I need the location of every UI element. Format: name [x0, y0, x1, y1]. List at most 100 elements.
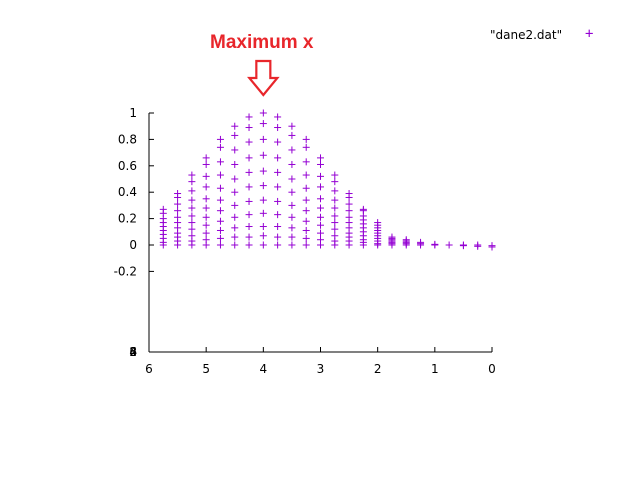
data-point — [245, 183, 253, 191]
data-point — [331, 212, 339, 220]
data-point — [274, 138, 282, 146]
data-point — [302, 171, 310, 179]
data-point — [331, 219, 339, 227]
data-point — [259, 135, 267, 143]
data-point — [317, 213, 324, 221]
data-point — [245, 113, 253, 121]
data-point — [274, 124, 282, 132]
data-point — [202, 160, 210, 168]
data-point — [202, 172, 210, 180]
data-point — [302, 234, 310, 242]
data-point — [216, 171, 224, 179]
data-point — [331, 178, 339, 186]
data-point — [259, 241, 267, 249]
x-tick-label: 0 — [488, 362, 496, 376]
data-point — [216, 226, 224, 234]
data-point — [245, 197, 253, 205]
data-point — [317, 160, 324, 168]
data-point — [317, 183, 324, 191]
data-point — [259, 209, 267, 217]
data-point — [231, 213, 239, 221]
y-tick-label: -0.2 — [114, 264, 137, 278]
data-point — [302, 226, 310, 234]
data-point — [302, 207, 310, 215]
data-point — [331, 187, 339, 195]
data-point — [288, 241, 296, 249]
annotation-title: Maximum x — [210, 32, 314, 53]
data-point — [317, 229, 324, 237]
data-point — [288, 233, 296, 241]
data-point — [202, 154, 210, 162]
data-point — [174, 207, 182, 215]
data-point — [345, 190, 353, 198]
y-tick-label: 0.4 — [118, 185, 137, 199]
data-point — [188, 232, 196, 240]
data-point — [216, 184, 224, 192]
data-point — [288, 175, 296, 183]
y-tick-label: 0 — [129, 238, 137, 252]
data-point — [459, 241, 467, 249]
data-point — [317, 154, 324, 162]
data-point — [259, 182, 267, 190]
x-tick-label: 2 — [374, 362, 382, 376]
data-point — [388, 233, 396, 241]
data-point — [202, 236, 210, 244]
data-point — [274, 211, 282, 219]
data-point — [359, 205, 367, 213]
data-point — [288, 122, 296, 130]
data-point — [216, 241, 224, 249]
data-point — [259, 232, 267, 240]
data-point — [259, 167, 267, 175]
data-point — [274, 113, 282, 121]
data-point — [231, 188, 239, 196]
data-point — [202, 229, 210, 237]
data-point — [274, 241, 282, 249]
data-point — [188, 204, 196, 212]
data-point — [245, 154, 253, 162]
data-point — [331, 204, 339, 212]
data-point — [259, 109, 267, 117]
data-point — [259, 120, 267, 128]
data-point — [245, 223, 253, 231]
data-point — [188, 225, 196, 233]
data-point — [302, 135, 310, 143]
x-tick-label: 3 — [317, 362, 325, 376]
y-tick-label-overlap: 6 — [129, 345, 137, 359]
data-point — [274, 154, 282, 162]
data-point — [188, 219, 196, 227]
data-point — [274, 168, 282, 176]
data-point — [331, 232, 339, 240]
data-point — [345, 213, 353, 221]
data-point — [331, 196, 339, 204]
x-tick-label: 6 — [145, 362, 153, 376]
data-point — [245, 168, 253, 176]
data-point — [274, 183, 282, 191]
data-point — [174, 213, 182, 221]
data-point — [302, 158, 310, 166]
data-point — [231, 160, 239, 168]
data-point — [288, 188, 296, 196]
data-point — [202, 183, 210, 191]
data-point — [231, 224, 239, 232]
arrow-shape — [247, 59, 280, 97]
data-point — [202, 213, 210, 221]
data-point — [202, 204, 210, 212]
data-point — [174, 190, 182, 198]
data-point — [302, 143, 310, 151]
data-point — [202, 195, 210, 203]
data-point — [216, 217, 224, 225]
data-point — [331, 225, 339, 233]
data-point — [288, 160, 296, 168]
legend-label: "dane2.dat" — [490, 28, 563, 42]
data-point — [231, 146, 239, 154]
data-point — [474, 241, 482, 249]
data-point — [259, 151, 267, 159]
annotation-arrow-icon — [247, 59, 280, 97]
axes — [148, 112, 493, 353]
data-point — [245, 241, 253, 249]
data-point — [216, 196, 224, 204]
data-point — [402, 236, 410, 244]
legend-marker: + — [585, 26, 594, 42]
y-tick-label: 0.6 — [118, 159, 137, 173]
data-point — [188, 212, 196, 220]
